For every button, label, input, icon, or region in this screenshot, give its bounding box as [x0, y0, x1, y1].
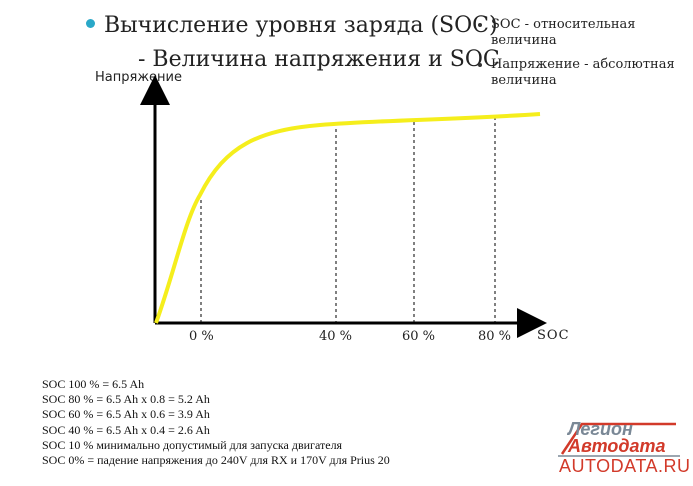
- info-line: SOC 40 % = 6.5 Ah x 0.4 = 2.6 Ah: [42, 422, 210, 437]
- title-line1: Вычисление уровня заряда (SOC): [104, 13, 498, 38]
- bullet-icon: [478, 23, 482, 27]
- x-tick-label: 60 %: [402, 329, 436, 344]
- logo-line1: Легион: [568, 419, 633, 439]
- side-note-text: Напряжение - абсолютная величина: [491, 57, 675, 88]
- info-line: SOC 10 % минимально допустимый для запус…: [42, 437, 343, 452]
- logo-swoosh-icon: [558, 422, 680, 457]
- side-note-text: SOC - относительная величина: [491, 17, 636, 48]
- logo-line2: Автодата: [568, 436, 666, 456]
- x-axis-label: SOC: [537, 328, 570, 343]
- x-tick-label: 80 %: [478, 329, 512, 344]
- side-note-2: Напряжение - абсолютная величина: [478, 57, 678, 89]
- soc-info-list: SOC 100 % = 6.5 Ah SOC 80 % = 6.5 Ah x 0…: [42, 377, 390, 468]
- info-line: SOC 0% = падение напряжения до 240V для …: [42, 453, 390, 468]
- slide-subtitle: - Величина напряжения и SOC: [138, 47, 500, 72]
- slide-title: Вычисление уровня заряда (SOC): [86, 13, 498, 38]
- info-line: SOC 60 % = 6.5 Ah x 0.6 = 3.9 Ah: [42, 407, 210, 422]
- series-curve: [154, 112, 541, 324]
- info-line: SOC 100 % = 6.5 Ah: [42, 377, 145, 391]
- info-line: SOC 80 % = 6.5 Ah x 0.8 = 5.2 Ah: [42, 392, 210, 407]
- logo-url: AUTODATA.RU: [559, 456, 691, 476]
- bullet-icon: [478, 63, 482, 67]
- x-tick-label: 0 %: [189, 329, 214, 344]
- bullet-icon: [86, 18, 95, 28]
- legion-autodata-logo: Легион Автодата AUTODATA.RU: [548, 419, 691, 480]
- x-tick-label: 40 %: [319, 329, 353, 344]
- side-note-1: SOC - относительная величина: [478, 17, 678, 49]
